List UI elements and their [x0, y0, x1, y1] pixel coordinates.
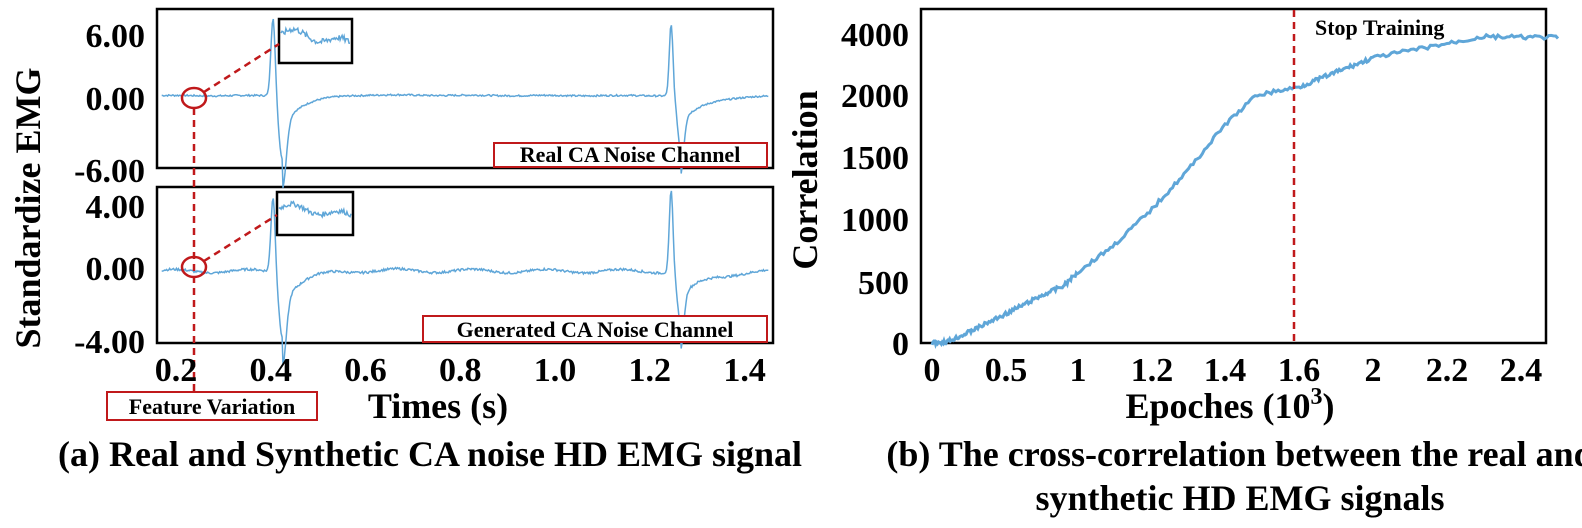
generated-y-tick: 4.00: [86, 189, 146, 226]
panel-b-y-ticks: 0 500 1000 1500 2000 4000: [841, 17, 909, 363]
panel-a-x-tick: 1.4: [723, 352, 766, 389]
real-zoom-signal: [280, 25, 351, 45]
panel-b-x-tick: 0: [924, 352, 941, 389]
caption-a: (a) Real and Synthetic CA noise HD EMG s…: [57, 434, 803, 474]
real-zoom-connector: [203, 42, 280, 94]
panel-b-x-tick: 1.6: [1278, 352, 1321, 389]
panel-a-y-label: Standardize EMG: [8, 67, 48, 348]
generated-zoom-signal: [278, 200, 352, 219]
panel-a: Real CA Noise Channel Generated CA Noise…: [8, 7, 775, 426]
feature-variation-label: Feature Variation: [129, 394, 295, 419]
feature-variation-box: [106, 391, 318, 421]
generated-y-tick: 0.00: [86, 251, 146, 288]
generated-label-box: [422, 315, 768, 343]
real-y-tick: 0.00: [86, 81, 146, 118]
real-y-tick: -6.00: [74, 153, 145, 190]
panel-b-y-tick: 2000: [841, 78, 909, 115]
panel-b-x-tick: 1.2: [1131, 352, 1174, 389]
stop-training-label: Stop Training: [1315, 15, 1444, 40]
correlation-line: [930, 32, 1560, 350]
generated-channel-label: Generated CA Noise Channel: [457, 317, 734, 342]
panel-b-y-tick: 1000: [841, 202, 909, 239]
real-y-tick: 6.00: [86, 18, 146, 55]
panel-b-x-tick: 2.4: [1500, 352, 1543, 389]
panel-b-x-ticks: 0 0.5 1 1.2 1.4 1.6 2 2.2 2.4: [924, 352, 1543, 389]
panel-a-x-tick: 1.2: [629, 352, 672, 389]
panel-a-x-label: Times (s): [368, 386, 508, 426]
panel-b-x-tick: 2: [1365, 352, 1382, 389]
real-channel-label: Real CA Noise Channel: [520, 142, 741, 167]
panel-b-x-label-exponent: 3: [1311, 384, 1323, 410]
generated-y-tick: -4.00: [74, 324, 145, 361]
real-label-box: [493, 142, 768, 168]
panel-a-x-ticks: 0.2 0.4 0.6 0.8 1.0 1.2 1.4: [155, 352, 766, 389]
generated-zoom-connector: [203, 213, 278, 263]
panel-b-x-tick: 0.5: [985, 352, 1028, 389]
panel-b-y-tick: 500: [858, 265, 909, 302]
panel-b-y-tick: 0: [892, 326, 909, 363]
panel-a-x-tick: 0.6: [344, 352, 387, 389]
real-feature-circle: [180, 86, 208, 110]
panel-a-x-tick: 0.4: [249, 352, 292, 389]
panel-b-x-tick: 1: [1070, 352, 1087, 389]
panel-b: Stop Training 0 500 1000 1500 2000 4000 0 0.5 1…: [785, 7, 1560, 426]
real-signal-line: [161, 18, 769, 188]
panel-b-x-tick: 1.4: [1204, 352, 1247, 389]
panel-a-x-tick: 0.2: [155, 352, 198, 389]
panel-b-y-label: Correlation: [785, 90, 825, 269]
panel-a-x-tick: 0.8: [439, 352, 482, 389]
panel-a-x-tick: 1.0: [534, 352, 577, 389]
generated-signal-line: [161, 190, 769, 366]
caption-b: (b) The cross-correlation between the re…: [886, 434, 1582, 518]
correlation-plot-frame: [919, 7, 1548, 345]
real-channel-plot-frame: [155, 7, 775, 170]
panel-b-y-tick: 1500: [841, 140, 909, 177]
panel-b-x-label: Epoches (103): [1125, 384, 1334, 426]
panel-b-x-tick: 2.2: [1426, 352, 1469, 389]
panel-b-y-tick: 4000: [841, 17, 909, 54]
